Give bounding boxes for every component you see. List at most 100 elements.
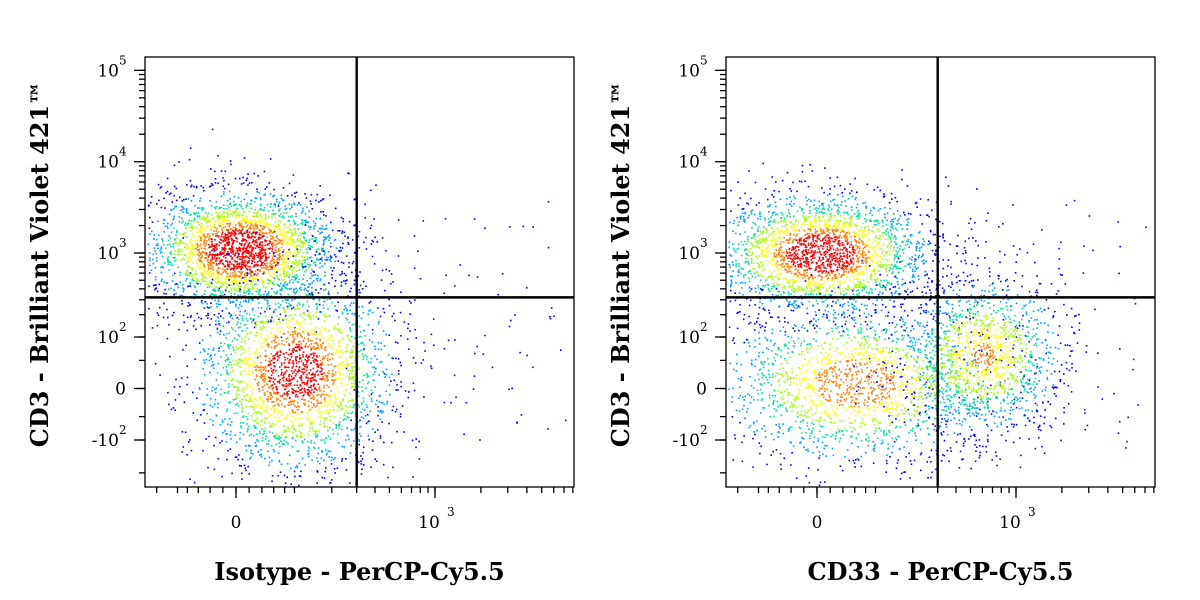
event-dot bbox=[203, 247, 205, 250]
event-dot bbox=[298, 341, 300, 343]
event-dot bbox=[236, 441, 238, 443]
event-dot bbox=[234, 234, 236, 237]
event-dot bbox=[237, 321, 239, 323]
event-dot bbox=[229, 433, 231, 436]
event-dot bbox=[310, 362, 312, 365]
event-dot bbox=[245, 204, 248, 207]
event-dot bbox=[315, 430, 318, 432]
event-dot bbox=[244, 357, 246, 359]
event-dot bbox=[265, 253, 267, 255]
event-dot bbox=[198, 281, 201, 283]
event-dot bbox=[191, 267, 194, 270]
event-dot bbox=[261, 418, 263, 421]
event-dot bbox=[338, 370, 341, 373]
event-dot bbox=[336, 365, 339, 367]
event-dot bbox=[161, 255, 164, 258]
event-dot bbox=[422, 220, 425, 222]
event-dot bbox=[259, 222, 261, 224]
event-dot bbox=[224, 245, 227, 247]
event-dot bbox=[227, 280, 230, 282]
event-dot bbox=[244, 364, 247, 367]
event-dot bbox=[293, 331, 296, 333]
event-dot bbox=[238, 247, 240, 250]
event-dot bbox=[200, 263, 202, 265]
event-dot bbox=[226, 229, 228, 231]
event-dot bbox=[291, 194, 293, 197]
event-dot bbox=[215, 379, 218, 381]
event-dot bbox=[271, 396, 273, 398]
event-dot bbox=[256, 366, 259, 369]
event-dot bbox=[365, 285, 367, 287]
event-dot bbox=[290, 279, 293, 281]
event-dot bbox=[319, 278, 322, 280]
event-dot bbox=[239, 438, 241, 440]
event-dot bbox=[279, 420, 281, 423]
event-dot bbox=[340, 404, 342, 407]
event-dot bbox=[315, 331, 318, 333]
event-dot bbox=[292, 360, 294, 362]
event-dot bbox=[278, 382, 281, 384]
event-dot bbox=[246, 382, 249, 385]
event-dot bbox=[286, 305, 289, 308]
event-dot bbox=[255, 324, 257, 327]
event-dot bbox=[198, 248, 200, 251]
event-dot bbox=[302, 303, 305, 306]
event-dot bbox=[229, 227, 232, 230]
event-dot bbox=[363, 374, 365, 377]
event-dot bbox=[246, 261, 248, 263]
event-dot bbox=[255, 263, 258, 265]
event-dot bbox=[244, 264, 246, 267]
event-dot bbox=[302, 233, 305, 235]
event-dot bbox=[292, 261, 294, 264]
event-dot bbox=[299, 370, 301, 372]
event-dot bbox=[281, 403, 283, 406]
event-dot bbox=[323, 236, 325, 238]
event-dot bbox=[453, 374, 456, 377]
event-dot bbox=[351, 367, 353, 369]
event-dot bbox=[239, 326, 241, 328]
event-dot bbox=[400, 385, 402, 388]
event-dot bbox=[288, 182, 291, 185]
event-dot bbox=[219, 215, 222, 218]
event-dot bbox=[227, 346, 230, 348]
event-dot bbox=[256, 272, 259, 275]
event-dot bbox=[263, 271, 265, 273]
event-dot bbox=[288, 219, 290, 222]
event-dot bbox=[293, 370, 295, 373]
event-dot bbox=[397, 370, 400, 372]
event-dot bbox=[227, 261, 229, 264]
event-dot bbox=[371, 341, 374, 343]
event-dot bbox=[286, 379, 288, 382]
event-dot bbox=[210, 306, 212, 308]
event-dot bbox=[303, 402, 305, 405]
event-dot bbox=[154, 266, 157, 269]
event-dot bbox=[270, 374, 273, 376]
event-dot bbox=[374, 431, 376, 433]
event-dot bbox=[282, 212, 285, 214]
event-dot bbox=[263, 222, 266, 225]
event-dot bbox=[263, 420, 265, 423]
event-dot bbox=[329, 395, 332, 397]
event-dot bbox=[280, 258, 283, 260]
event-dot bbox=[311, 291, 313, 294]
event-dot bbox=[256, 422, 259, 425]
event-dot bbox=[244, 247, 247, 250]
event-dot bbox=[341, 232, 343, 234]
event-dot bbox=[234, 227, 237, 229]
event-dot bbox=[286, 250, 289, 252]
event-dot bbox=[319, 258, 321, 261]
event-dot bbox=[290, 370, 293, 372]
event-dot bbox=[260, 337, 263, 339]
event-dot bbox=[166, 177, 169, 180]
event-dot bbox=[271, 257, 274, 260]
event-dot bbox=[364, 335, 366, 337]
event-dot bbox=[312, 360, 315, 362]
event-dot bbox=[169, 252, 171, 255]
event-dot bbox=[362, 446, 365, 448]
event-dot bbox=[444, 217, 447, 220]
event-dot bbox=[280, 282, 282, 285]
event-dot bbox=[299, 232, 301, 234]
event-dot bbox=[250, 433, 252, 436]
event-dot bbox=[178, 216, 181, 218]
event-dot bbox=[256, 244, 258, 247]
